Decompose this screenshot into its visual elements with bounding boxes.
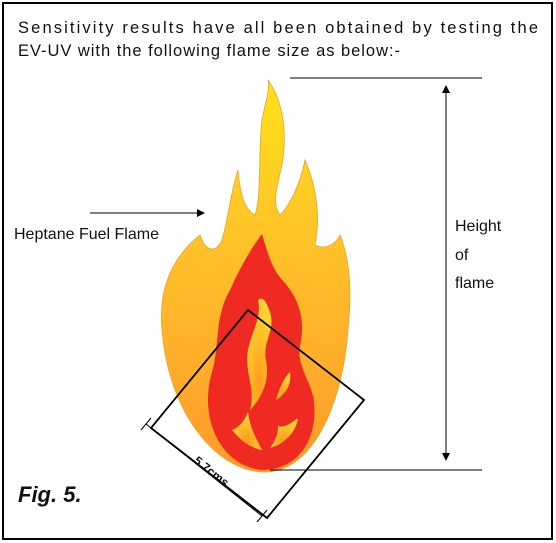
width-dimension [140,417,268,523]
height-label: Height [455,218,502,235]
intro-line: EV-UV with the following flame size as b… [18,42,400,60]
flame [161,79,351,473]
height-dimension [270,77,482,471]
fuel-label: Heptane Fuel Flame [14,226,159,243]
base-square [149,308,366,520]
intro-line: Sensitivity results have all been obtain… [18,19,538,37]
height-label: flame [455,275,494,292]
height-label: of [455,247,469,264]
figure-label: Fig. 5. [18,482,82,507]
